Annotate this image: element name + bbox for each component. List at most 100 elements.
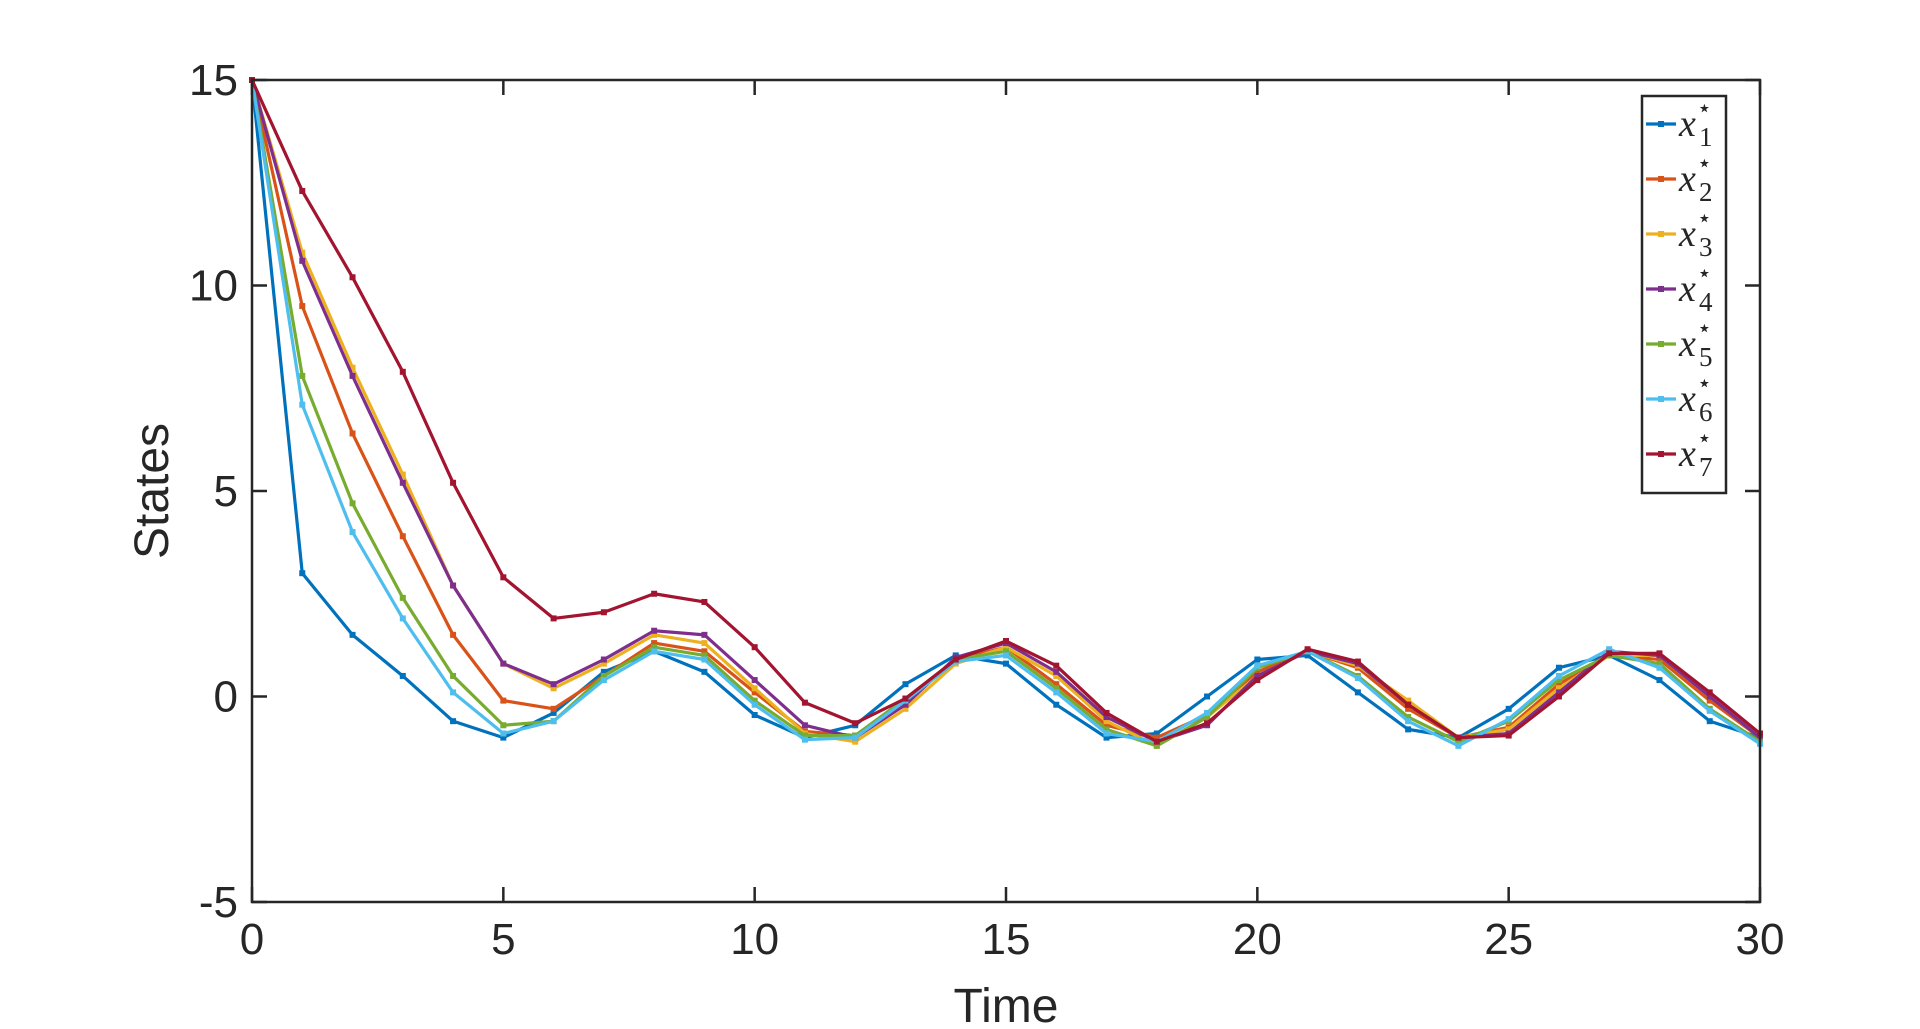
legend-label: x⋆ 2 <box>1678 151 1713 207</box>
data-point <box>1656 650 1663 657</box>
data-point <box>1505 732 1512 739</box>
legend-marker <box>1658 231 1664 237</box>
legend-entry: x⋆ 3 <box>1646 206 1713 262</box>
data-point <box>751 697 758 704</box>
data-point <box>902 705 909 712</box>
data-point <box>1153 730 1160 737</box>
data-point <box>1103 722 1110 729</box>
data-point <box>1254 662 1261 669</box>
data-point <box>1606 646 1613 653</box>
data-point <box>1555 681 1562 688</box>
data-point <box>500 734 507 741</box>
y-tick-label: 10 <box>189 262 238 311</box>
data-point <box>1204 709 1211 716</box>
y-tick-label: -5 <box>199 878 238 927</box>
legend-marker <box>1658 176 1664 182</box>
x-tick-label: 0 <box>240 915 264 964</box>
data-point <box>500 730 507 737</box>
data-point <box>801 699 808 706</box>
data-point <box>1354 658 1361 665</box>
plot-frame <box>250 78 1762 904</box>
data-point <box>1706 693 1713 700</box>
data-point <box>500 574 507 581</box>
data-point <box>1254 656 1261 663</box>
data-point <box>1003 638 1009 645</box>
x-tick-label: 5 <box>491 915 515 964</box>
data-point <box>701 656 708 663</box>
data-point <box>1103 718 1110 725</box>
data-point <box>550 615 557 622</box>
data-point <box>299 187 306 194</box>
data-point <box>1405 726 1412 733</box>
data-point <box>450 718 457 725</box>
legend-label: x⋆ 6 <box>1678 371 1713 427</box>
data-point <box>801 722 808 729</box>
data-point <box>651 644 658 651</box>
data-point <box>751 711 758 718</box>
data-point <box>450 672 457 679</box>
data-series <box>249 77 1763 749</box>
data-point <box>1254 672 1261 679</box>
data-point <box>1656 664 1663 671</box>
data-point <box>600 660 607 667</box>
data-point <box>600 672 607 679</box>
data-point <box>399 471 406 478</box>
data-point <box>399 368 406 375</box>
data-point <box>1606 650 1613 657</box>
data-point <box>651 648 658 655</box>
data-point <box>1053 685 1060 692</box>
data-point <box>299 303 306 310</box>
data-point <box>1254 677 1261 684</box>
data-point <box>1204 720 1211 727</box>
legend-label: x⋆ 4 <box>1678 261 1713 317</box>
data-point <box>1103 734 1110 741</box>
data-point <box>1505 726 1512 733</box>
data-point <box>1153 738 1160 745</box>
data-point <box>852 738 859 745</box>
legend-entry: x⋆ 4 <box>1646 261 1713 317</box>
data-point <box>299 372 306 379</box>
data-point <box>1053 662 1060 669</box>
x-tick-label: 10 <box>730 915 779 964</box>
y-tick-label: 15 <box>189 56 238 105</box>
data-point <box>500 697 507 704</box>
data-point <box>1455 734 1462 741</box>
data-point <box>1153 734 1160 741</box>
legend-label: x⋆ 1 <box>1678 96 1713 152</box>
data-point <box>450 582 457 589</box>
data-point <box>600 668 607 675</box>
x-tick-label: 30 <box>1736 915 1785 964</box>
data-point <box>1053 681 1060 688</box>
data-point <box>1505 716 1512 723</box>
data-point <box>701 631 708 638</box>
data-point <box>500 722 507 729</box>
data-point <box>1204 714 1211 721</box>
data-point <box>1706 689 1713 696</box>
legend-entry: x⋆ 7 <box>1646 426 1713 482</box>
data-point <box>1003 644 1009 651</box>
data-point <box>550 709 557 716</box>
data-point <box>1204 693 1211 700</box>
legend-marker <box>1658 286 1664 292</box>
data-point <box>399 615 406 622</box>
plot-area <box>252 80 1760 902</box>
legend-marker <box>1658 451 1664 457</box>
legend-entry: x⋆ 5 <box>1646 316 1713 372</box>
data-point <box>701 668 708 675</box>
data-point <box>399 594 406 601</box>
data-point <box>801 732 808 739</box>
data-point <box>902 681 909 688</box>
x-axis-label: Time <box>954 980 1059 1029</box>
data-point <box>1003 648 1009 655</box>
data-point <box>1455 742 1462 749</box>
data-point <box>1555 685 1562 692</box>
data-point <box>349 529 356 536</box>
legend-entry: x⋆ 6 <box>1646 371 1713 427</box>
legend: x⋆ 1x⋆ 2x⋆ 3x⋆ 4x⋆ 5x⋆ 6x⋆ 7 <box>1640 94 1728 495</box>
data-point <box>299 257 306 264</box>
legend-entry: x⋆ 1 <box>1646 96 1713 152</box>
data-point <box>1555 664 1562 671</box>
x-tick-label: 25 <box>1484 915 1533 964</box>
data-point <box>1555 672 1562 679</box>
